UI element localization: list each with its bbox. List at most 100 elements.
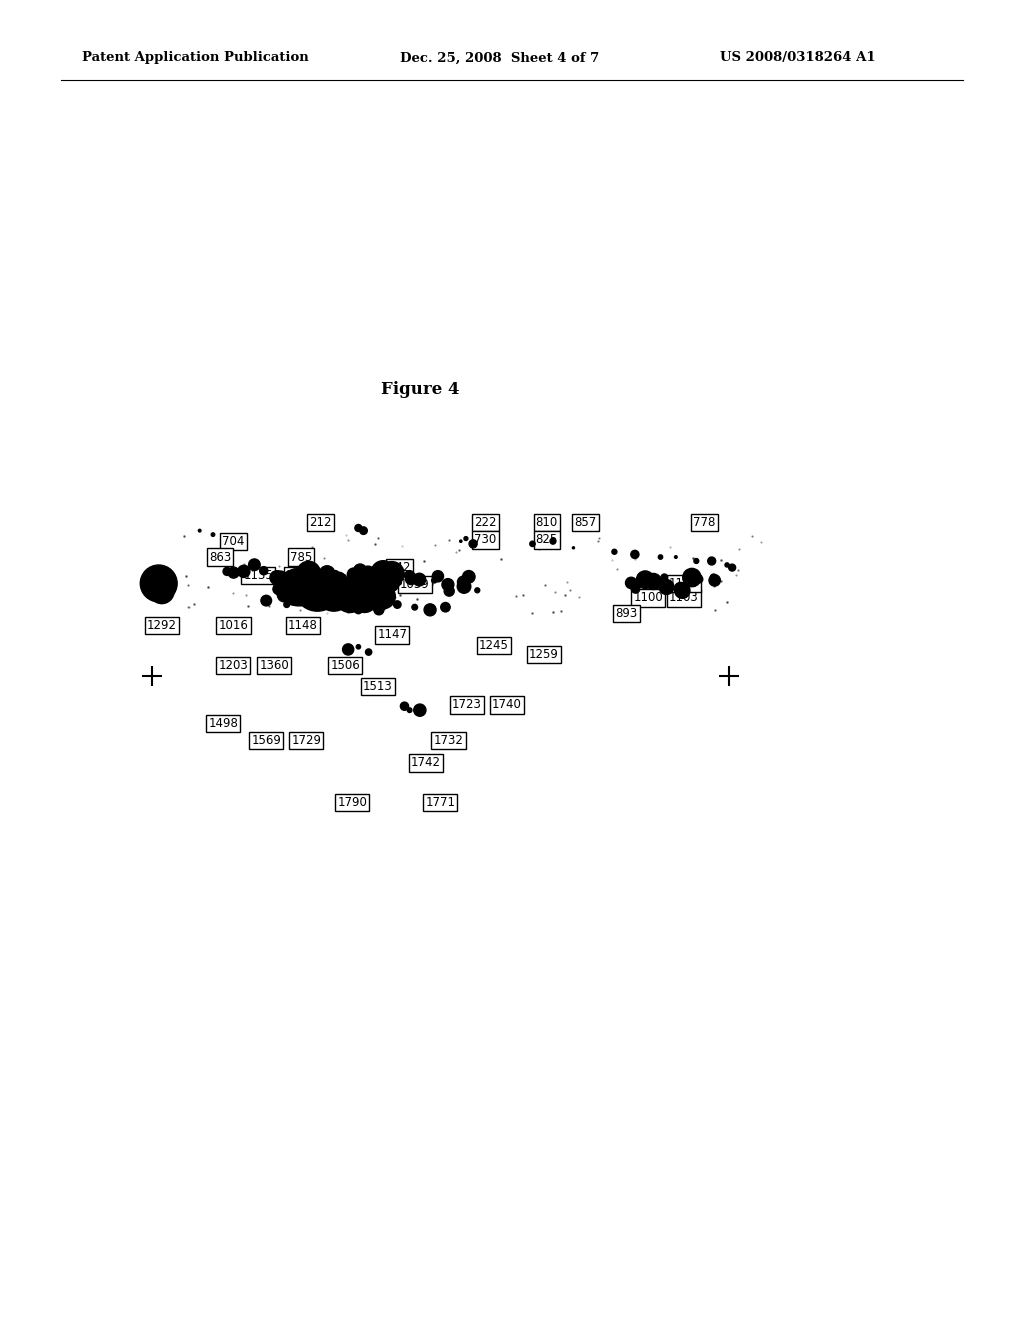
Circle shape — [659, 579, 674, 594]
Text: Patent Application Publication: Patent Application Publication — [82, 51, 309, 65]
Circle shape — [140, 565, 177, 602]
Ellipse shape — [297, 577, 338, 611]
Circle shape — [406, 573, 417, 585]
Circle shape — [442, 578, 454, 590]
Circle shape — [366, 649, 372, 655]
Ellipse shape — [352, 589, 377, 612]
Circle shape — [708, 557, 716, 565]
Circle shape — [359, 566, 376, 582]
Text: 785: 785 — [290, 550, 312, 564]
Text: 1729: 1729 — [291, 734, 322, 747]
Circle shape — [354, 606, 362, 614]
Text: 1016: 1016 — [218, 619, 249, 632]
Circle shape — [631, 585, 640, 593]
Circle shape — [291, 578, 305, 593]
Circle shape — [631, 550, 639, 558]
Circle shape — [392, 582, 398, 587]
Circle shape — [343, 644, 353, 655]
Circle shape — [371, 585, 395, 609]
Circle shape — [380, 561, 404, 586]
Circle shape — [396, 579, 401, 585]
Circle shape — [404, 570, 415, 581]
Text: 863: 863 — [209, 550, 231, 564]
Ellipse shape — [276, 569, 322, 606]
Circle shape — [359, 527, 368, 535]
Text: 1790: 1790 — [337, 796, 368, 809]
Text: 810: 810 — [536, 516, 558, 529]
Text: 1245: 1245 — [478, 639, 509, 652]
Circle shape — [150, 579, 174, 603]
Circle shape — [662, 574, 668, 581]
Circle shape — [412, 605, 418, 610]
Circle shape — [729, 564, 735, 572]
Text: 1569: 1569 — [251, 734, 282, 747]
Circle shape — [475, 587, 480, 593]
Circle shape — [381, 585, 392, 597]
Text: 857: 857 — [574, 516, 597, 529]
Circle shape — [333, 573, 345, 585]
Circle shape — [458, 576, 469, 587]
Text: 730: 730 — [474, 533, 497, 546]
Circle shape — [357, 587, 370, 599]
Circle shape — [694, 558, 698, 564]
Circle shape — [199, 529, 201, 532]
Circle shape — [432, 570, 443, 582]
Text: 1120: 1120 — [669, 577, 699, 590]
Circle shape — [709, 574, 720, 586]
Text: 1148: 1148 — [288, 619, 318, 632]
Text: US 2008/0318264 A1: US 2008/0318264 A1 — [720, 51, 876, 65]
Circle shape — [393, 601, 401, 609]
Circle shape — [324, 583, 346, 606]
Circle shape — [274, 578, 294, 598]
Circle shape — [350, 581, 360, 591]
Text: 1259: 1259 — [528, 648, 559, 661]
Circle shape — [278, 589, 291, 602]
Circle shape — [408, 708, 412, 713]
Circle shape — [318, 573, 336, 590]
Circle shape — [414, 704, 426, 717]
Circle shape — [211, 533, 215, 536]
Circle shape — [351, 572, 370, 590]
Text: 1723: 1723 — [452, 698, 482, 711]
Circle shape — [312, 573, 329, 589]
Circle shape — [282, 587, 291, 597]
Circle shape — [313, 577, 322, 585]
Circle shape — [319, 566, 335, 581]
Circle shape — [444, 586, 455, 597]
Text: 1147: 1147 — [377, 628, 408, 642]
Circle shape — [645, 573, 662, 590]
Circle shape — [289, 582, 301, 594]
Circle shape — [379, 572, 399, 593]
Circle shape — [550, 539, 556, 544]
Text: 1103: 1103 — [669, 591, 699, 605]
Circle shape — [658, 554, 663, 560]
Text: 1100: 1100 — [633, 591, 664, 605]
Circle shape — [297, 561, 321, 585]
Circle shape — [458, 579, 471, 593]
Text: 1742: 1742 — [411, 756, 441, 770]
Circle shape — [413, 573, 426, 586]
Text: 1135: 1135 — [243, 569, 273, 582]
Circle shape — [273, 583, 284, 594]
Circle shape — [303, 572, 328, 597]
Ellipse shape — [336, 586, 365, 612]
Circle shape — [371, 561, 395, 585]
Circle shape — [290, 579, 308, 598]
Circle shape — [366, 574, 382, 590]
Circle shape — [711, 574, 717, 581]
Circle shape — [285, 574, 302, 591]
Circle shape — [347, 568, 360, 581]
Circle shape — [372, 581, 384, 593]
Circle shape — [284, 602, 290, 607]
Circle shape — [469, 540, 477, 548]
Circle shape — [332, 570, 339, 578]
Text: 222: 222 — [474, 516, 497, 529]
Circle shape — [674, 582, 687, 595]
Text: 778: 778 — [693, 516, 716, 529]
Circle shape — [270, 570, 284, 585]
Circle shape — [317, 582, 331, 595]
Circle shape — [345, 576, 358, 589]
Circle shape — [636, 572, 654, 589]
Circle shape — [675, 583, 690, 598]
Circle shape — [353, 564, 367, 577]
